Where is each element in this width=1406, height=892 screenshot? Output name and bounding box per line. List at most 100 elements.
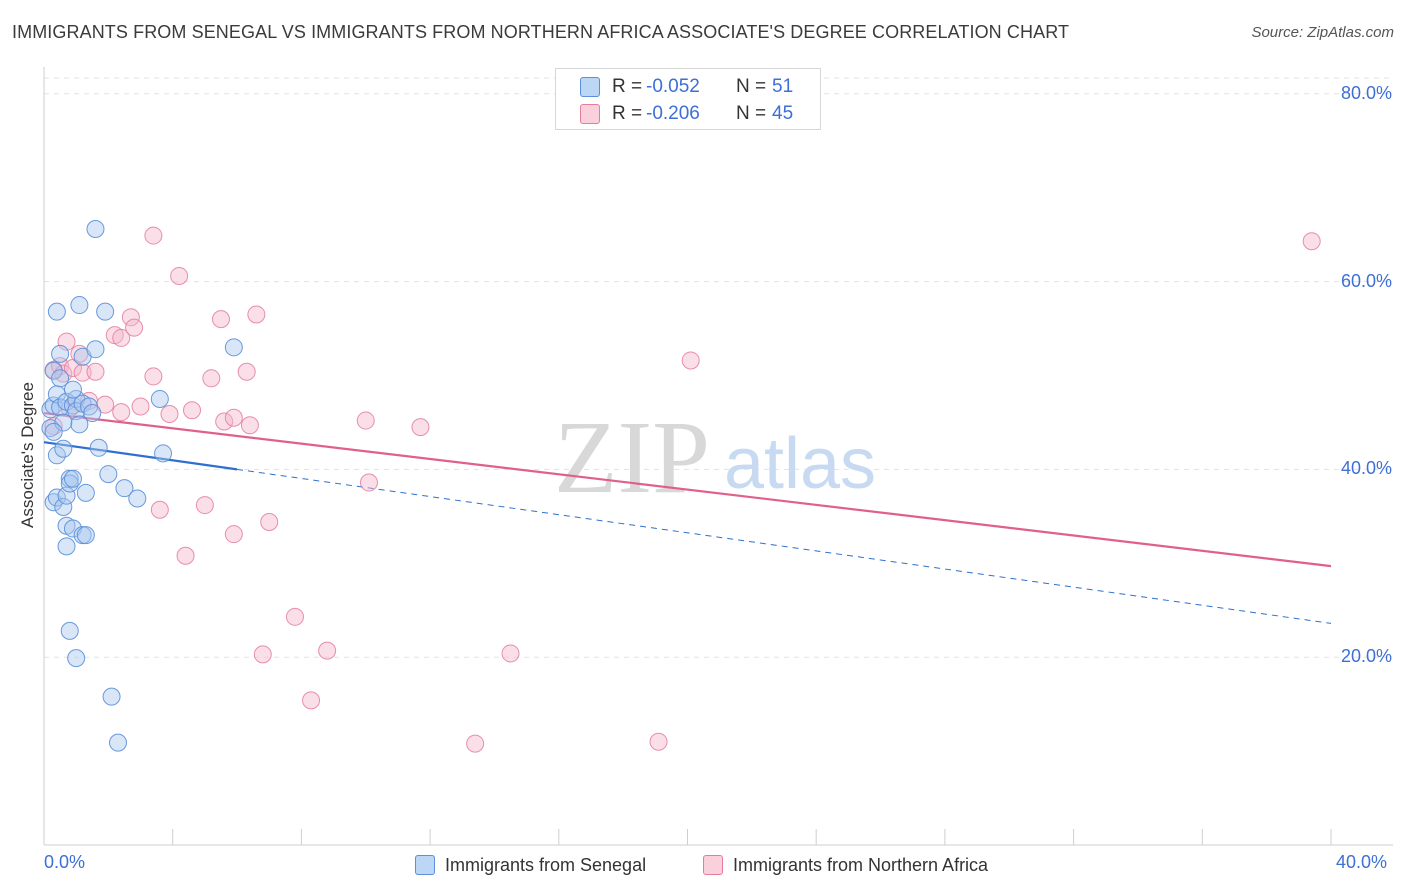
watermark-atlas: atlas xyxy=(724,424,876,504)
legend-r-value-senegal: -0.052 xyxy=(646,76,700,97)
point-nafrica xyxy=(411,418,430,437)
axes-layer xyxy=(43,67,1393,846)
trend-lines-layer xyxy=(43,411,1332,624)
legend-row-nafrica: R = -0.206 N = 45 xyxy=(580,102,793,126)
point-nafrica xyxy=(240,416,259,435)
point-nafrica xyxy=(96,395,115,414)
x-tick-min: 0.0% xyxy=(44,852,86,872)
point-nafrica xyxy=(73,363,92,382)
point-senegal xyxy=(47,446,66,465)
point-nafrica xyxy=(176,546,195,565)
point-nafrica xyxy=(302,691,321,710)
legend-n-value-nafrica: 45 xyxy=(772,103,794,124)
point-senegal xyxy=(154,444,173,463)
legend-n-label: N = xyxy=(736,103,767,124)
point-senegal xyxy=(51,344,70,363)
point-senegal xyxy=(102,687,121,706)
y-tick-label: 40.0% xyxy=(1340,458,1392,479)
legend-swatch-senegal xyxy=(580,77,600,97)
y-tick-label: 20.0% xyxy=(1340,646,1392,667)
point-nafrica xyxy=(125,318,144,337)
point-nafrica xyxy=(144,367,163,386)
point-senegal xyxy=(70,296,89,315)
point-nafrica xyxy=(144,226,163,245)
point-senegal xyxy=(109,733,128,752)
point-nafrica xyxy=(359,473,378,492)
watermark: ZIP atlas xyxy=(554,400,876,515)
x-tick-max: 40.0% xyxy=(1336,852,1388,872)
point-nafrica xyxy=(649,732,668,751)
point-senegal xyxy=(89,438,108,457)
point-senegal xyxy=(99,465,118,484)
y-tick-label: 80.0% xyxy=(1340,82,1392,103)
point-senegal xyxy=(51,369,70,388)
point-nafrica xyxy=(285,607,304,626)
point-senegal xyxy=(63,380,82,399)
point-senegal xyxy=(115,479,134,498)
legend-n-label: N = xyxy=(736,76,767,97)
point-nafrica xyxy=(215,412,234,431)
point-senegal xyxy=(76,483,95,502)
point-senegal xyxy=(86,340,105,359)
point-nafrica xyxy=(681,351,700,370)
point-nafrica xyxy=(466,734,485,753)
watermark-zip: ZIP xyxy=(554,400,710,515)
point-nafrica xyxy=(131,397,150,416)
point-nafrica xyxy=(1302,232,1321,251)
point-senegal xyxy=(86,220,105,238)
point-nafrica xyxy=(224,525,243,544)
point-senegal xyxy=(54,497,73,516)
trend-line-senegal-dashed xyxy=(236,468,1332,624)
point-nafrica xyxy=(501,644,520,663)
point-nafrica xyxy=(150,500,169,519)
legend-n-value-senegal: 51 xyxy=(772,76,794,97)
point-nafrica xyxy=(253,645,272,664)
chart-title: IMMIGRANTS FROM SENEGAL VS IMMIGRANTS FR… xyxy=(12,22,1070,42)
point-nafrica xyxy=(260,512,279,531)
point-nafrica xyxy=(160,404,179,423)
point-nafrica xyxy=(202,369,221,388)
point-nafrica xyxy=(112,328,131,347)
bottom-legend-swatch-senegal xyxy=(415,855,435,875)
point-nafrica xyxy=(211,310,230,329)
bottom-legend-senegal: Immigrants from Senegal xyxy=(415,852,646,878)
stats-legend: R = -0.052 N = 51 R = -0.206 N = 45 xyxy=(555,68,821,130)
point-nafrica xyxy=(318,641,337,660)
point-senegal xyxy=(44,422,63,441)
trend-line-nafrica xyxy=(43,411,1332,568)
point-senegal xyxy=(128,489,147,508)
bottom-legend-swatch-nafrica xyxy=(703,855,723,875)
legend-r-label: R = xyxy=(612,103,643,124)
legend-r-value-nafrica: -0.206 xyxy=(646,103,700,124)
point-senegal xyxy=(44,361,63,380)
point-senegal xyxy=(224,338,243,357)
bottom-legend-label-nafrica: Immigrants from Northern Africa xyxy=(733,854,989,875)
point-nafrica xyxy=(195,496,214,515)
point-nafrica xyxy=(86,362,105,381)
point-nafrica xyxy=(237,362,256,381)
point-senegal xyxy=(54,413,73,432)
legend-r-label: R = xyxy=(612,76,643,97)
points-layer xyxy=(41,220,1321,753)
source-label: Source: ZipAtlas.com xyxy=(1251,24,1394,41)
point-nafrica xyxy=(247,305,266,324)
point-senegal xyxy=(70,415,89,434)
bottom-legend-nafrica: Immigrants from Northern Africa xyxy=(703,852,988,878)
point-senegal xyxy=(57,537,76,556)
trend-line-senegal xyxy=(43,441,238,471)
point-senegal xyxy=(47,302,66,321)
point-senegal xyxy=(60,621,79,640)
point-senegal xyxy=(76,526,95,545)
point-nafrica xyxy=(183,401,202,420)
bottom-legend-label-senegal: Immigrants from Senegal xyxy=(445,854,647,875)
point-senegal xyxy=(150,389,169,408)
point-senegal xyxy=(60,474,79,493)
point-nafrica xyxy=(356,411,375,430)
point-senegal xyxy=(54,439,73,458)
point-senegal xyxy=(83,404,102,423)
legend-swatch-nafrica xyxy=(580,104,600,124)
legend-row-senegal: R = -0.052 N = 51 xyxy=(580,75,793,99)
point-senegal xyxy=(67,649,86,668)
point-senegal xyxy=(96,302,115,321)
